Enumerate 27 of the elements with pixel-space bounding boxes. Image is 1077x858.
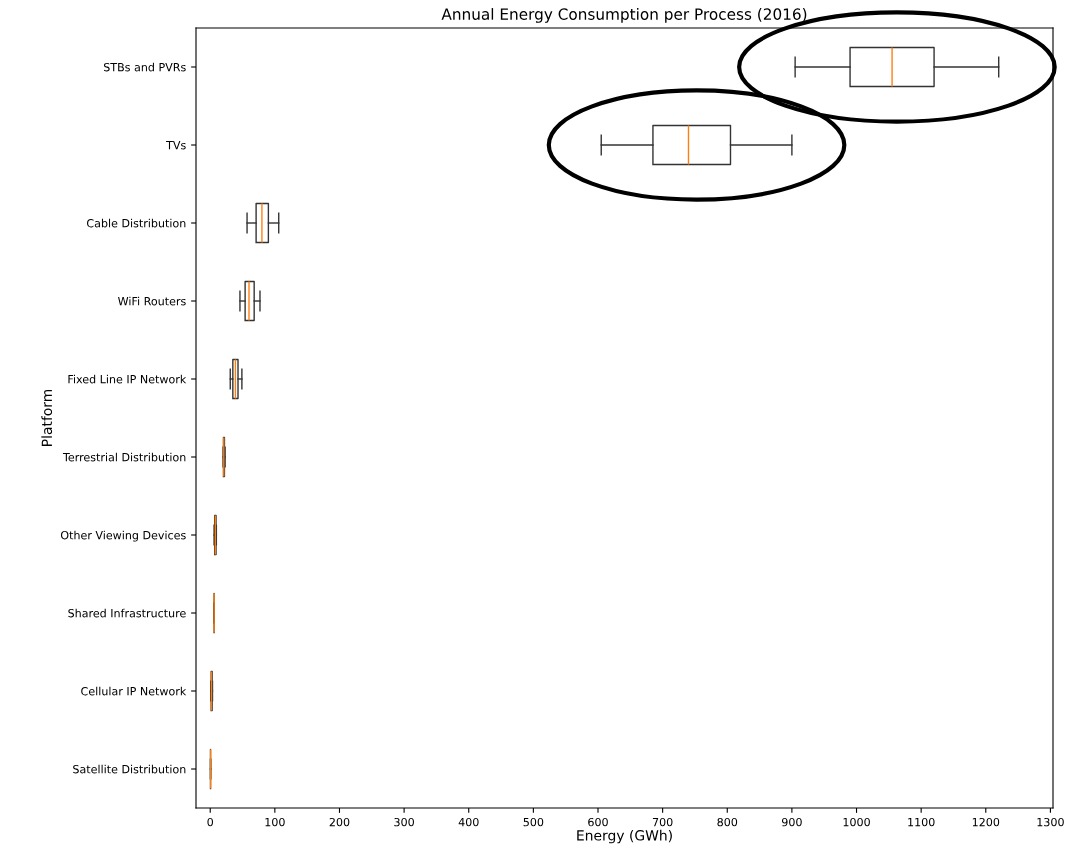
- x-tick-label: 700: [652, 817, 673, 827]
- y-tick-label: Cable Distribution: [87, 218, 186, 228]
- y-tick-label: Satellite Distribution: [73, 764, 186, 774]
- x-tick-label: 600: [588, 817, 608, 827]
- y-tick-label: Fixed Line IP Network: [68, 374, 187, 384]
- x-tick-label: 1000: [843, 817, 870, 827]
- x-tick-label: 200: [329, 817, 350, 827]
- y-tick-label: WiFi Routers: [118, 296, 186, 306]
- x-tick-label: 400: [458, 817, 479, 827]
- x-tick-label: 900: [781, 817, 802, 827]
- x-tick-label: 1300: [1037, 817, 1064, 827]
- y-tick-label: STBs and PVRs: [103, 62, 186, 72]
- y-tick-label: Cellular IP Network: [81, 686, 187, 696]
- y-axis-title: Platform: [41, 389, 53, 446]
- y-tick-label: TVs: [166, 141, 186, 150]
- x-axis-title: Energy (GWh): [577, 829, 672, 844]
- x-tick-label: 1100: [908, 817, 935, 827]
- x-tick-label: 100: [265, 817, 285, 827]
- chart-title: Annual Energy Consumption per Process (2016): [441, 8, 807, 23]
- y-tick-label: Other Viewing Devices: [60, 530, 186, 542]
- x-tick-label: 500: [523, 817, 544, 827]
- x-tick-label: 1200: [972, 817, 1000, 827]
- x-tick-label: 300: [394, 817, 414, 827]
- y-tick-label: Shared Infrastructure: [68, 608, 186, 618]
- x-tick-label: 0: [207, 817, 214, 827]
- y-tick-label: Terrestrial Distribution: [62, 452, 186, 462]
- x-tick-label: 800: [717, 817, 738, 827]
